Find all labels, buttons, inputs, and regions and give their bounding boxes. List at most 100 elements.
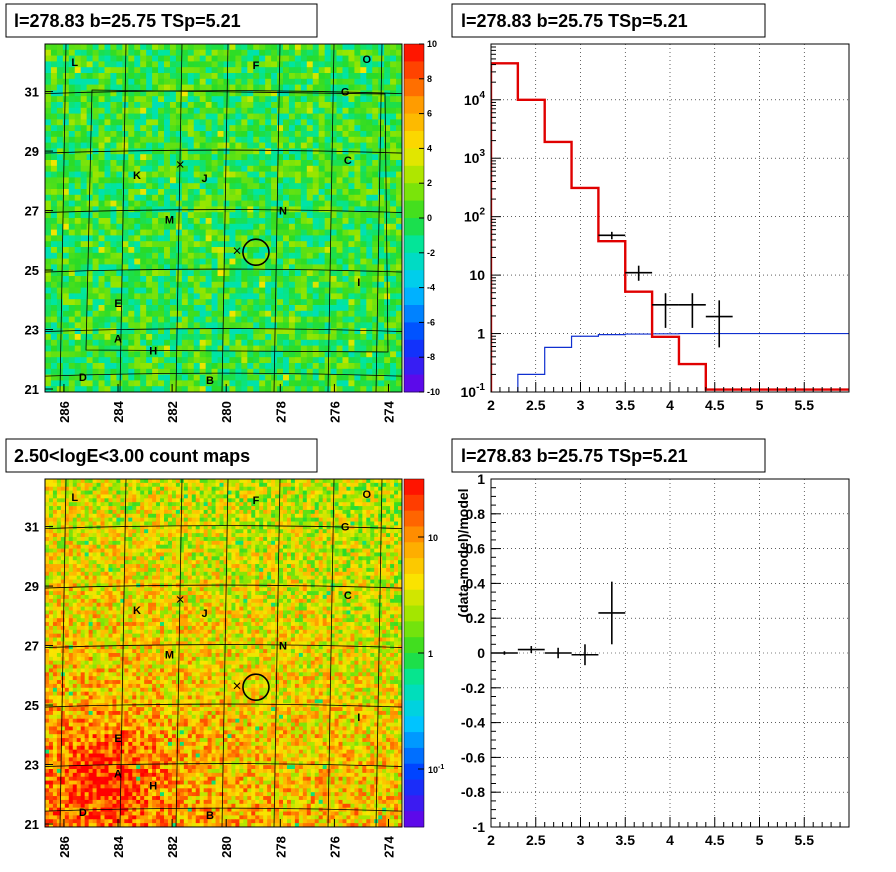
ts-pixel xyxy=(235,386,242,392)
ts-pixel xyxy=(128,316,135,323)
cm-pixel xyxy=(199,517,205,522)
ts-pixel xyxy=(217,229,224,236)
ts-pixel xyxy=(306,61,314,68)
ts-pixel xyxy=(294,218,302,225)
cm-pixel xyxy=(259,509,264,515)
ts-pixel xyxy=(56,102,64,109)
ts-pixel xyxy=(271,322,278,329)
ts-pixel xyxy=(378,241,385,248)
ts-pixel xyxy=(181,299,189,306)
ts-pixel xyxy=(199,374,207,381)
cm-pixel xyxy=(128,521,133,526)
cm-pixel xyxy=(227,498,232,503)
ts-pixel xyxy=(146,160,153,167)
cm-pixel xyxy=(239,525,244,530)
ts-pixel xyxy=(92,84,99,91)
ts-pixel xyxy=(283,107,290,114)
cm-pixel xyxy=(45,506,50,511)
ts-pixel xyxy=(50,386,58,392)
ts-pixel xyxy=(336,78,343,85)
ts-pixel xyxy=(62,281,70,288)
ts-pixel xyxy=(193,310,201,317)
ts-pixel xyxy=(217,49,224,56)
ts-pixel xyxy=(265,67,272,74)
ts-pixel xyxy=(348,212,355,219)
ts-pixel xyxy=(253,357,260,364)
cm-pixel xyxy=(48,479,54,484)
ts-pixel xyxy=(92,218,99,225)
ts-pixel xyxy=(169,264,177,271)
ts-pixel xyxy=(259,316,266,323)
ts-pixel xyxy=(312,61,320,68)
ts-pixel xyxy=(229,165,236,172)
ts-pixel xyxy=(271,258,278,265)
ts-pixel xyxy=(140,78,147,85)
ts-pixel xyxy=(396,102,402,109)
ts-pixel xyxy=(128,241,135,248)
ts-pixel xyxy=(128,281,135,288)
cm-pixel xyxy=(283,517,288,522)
ts-pixel xyxy=(312,218,320,225)
ts-pixel xyxy=(360,305,367,312)
ts-pixel xyxy=(372,322,379,329)
ts-pixel xyxy=(134,310,141,317)
ts-pixel xyxy=(134,61,141,68)
ts-pixel xyxy=(152,206,159,213)
ts-pixel xyxy=(80,305,88,312)
ts-pixel xyxy=(229,223,236,230)
ts-y-tick-label: 23 xyxy=(25,323,39,338)
ts-pixel xyxy=(193,235,201,242)
ts-pixel xyxy=(146,258,153,265)
cm-pixel xyxy=(330,509,335,515)
ts-pixel xyxy=(211,270,218,277)
cm-pixel xyxy=(128,479,133,484)
ts-pixel xyxy=(140,125,147,132)
ts-pixel xyxy=(378,299,385,306)
ts-pixel xyxy=(199,241,207,248)
ts-pixel xyxy=(128,49,135,56)
ts-pixel xyxy=(158,258,165,265)
ts-pixel xyxy=(253,148,260,155)
ts-pixel xyxy=(348,154,355,161)
ts-pixel xyxy=(360,102,367,109)
ts-pixel xyxy=(348,160,355,167)
cm-pixel xyxy=(156,506,161,511)
cm-pixel xyxy=(247,525,252,530)
ts-pixel xyxy=(80,247,88,254)
cm-pixel xyxy=(64,521,70,526)
cm-pixel xyxy=(398,517,402,522)
cm-pixel xyxy=(187,521,193,526)
ts-pixel xyxy=(235,189,242,196)
cm-pixel xyxy=(108,482,113,488)
ts-pixel xyxy=(229,305,236,312)
cm-pixel xyxy=(88,506,93,511)
ts-pixel xyxy=(265,357,272,364)
ts-pixel xyxy=(253,293,260,300)
cm-pixel xyxy=(267,498,272,503)
ts-pixel xyxy=(378,206,385,213)
ts-pixel xyxy=(372,270,379,277)
ts-pixel xyxy=(86,136,93,143)
ts-pixel xyxy=(288,102,296,109)
ts-pixel xyxy=(342,322,349,329)
ts-pixel xyxy=(45,351,52,358)
ts-pixel xyxy=(199,136,207,143)
ts-pixel xyxy=(80,73,88,80)
ts-pixel xyxy=(312,386,320,392)
ts-pixel xyxy=(277,212,284,219)
ts-pixel xyxy=(68,316,76,323)
cm-pixel xyxy=(358,502,363,507)
cm-pixel xyxy=(203,509,209,515)
ts-pixel xyxy=(336,368,343,375)
ts-pixel xyxy=(283,339,290,346)
ts-pixel xyxy=(271,305,278,312)
ts-pixel xyxy=(336,293,343,300)
ts-pixel xyxy=(128,252,135,259)
ts-pixel xyxy=(312,322,320,329)
ts-pixel xyxy=(342,357,349,364)
ts-pixel xyxy=(324,247,331,254)
cm-pixel xyxy=(370,486,375,491)
cm-pixel xyxy=(394,517,399,522)
ts-pixel xyxy=(50,276,58,283)
